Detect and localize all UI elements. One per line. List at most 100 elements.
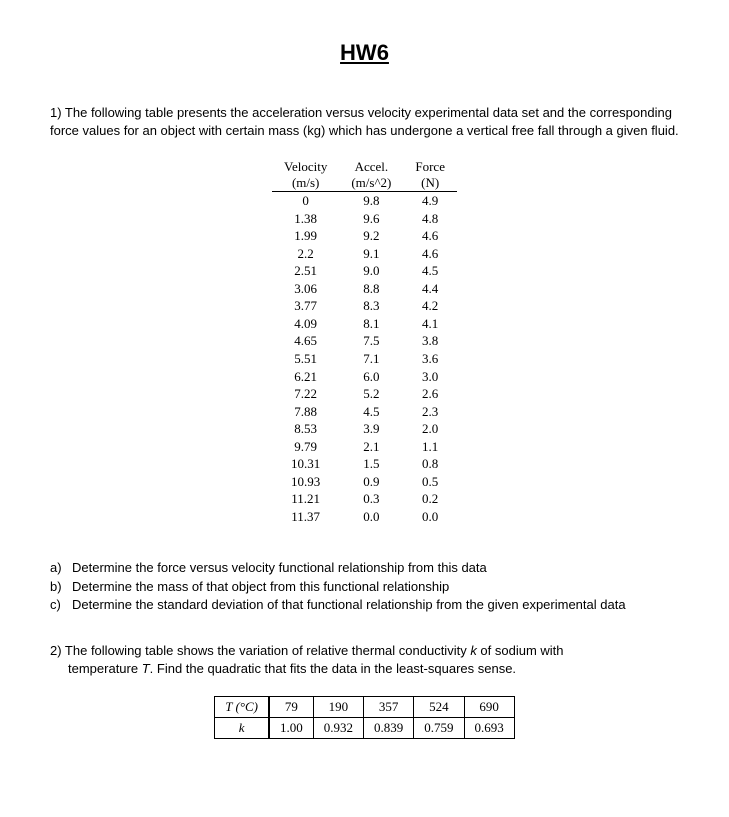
q1-sub-a-label: a) <box>50 559 72 577</box>
table-cell: 7.88 <box>272 403 339 421</box>
table-cell: 3.9 <box>339 420 403 438</box>
table-cell: 2.0 <box>403 420 457 438</box>
q2-line2-post: . Find the quadratic that fits the data … <box>150 661 516 676</box>
table-cell: 0 <box>272 192 339 210</box>
table-cell: 9.6 <box>339 210 403 228</box>
table-row: 6.216.03.0 <box>272 368 457 386</box>
q1-data-table: Velocity (m/s) Accel. (m/s^2) Force (N) … <box>272 159 457 525</box>
table-row: 5.517.13.6 <box>272 350 457 368</box>
table-cell: 4.8 <box>403 210 457 228</box>
table-cell: 10.93 <box>272 473 339 491</box>
table-cell: 9.2 <box>339 227 403 245</box>
table-row: 11.370.00.0 <box>272 508 457 526</box>
col-header-accel: Accel. (m/s^2) <box>339 159 403 192</box>
table-row: 11.210.30.2 <box>272 490 457 508</box>
table-cell: 9.79 <box>272 438 339 456</box>
q2-intro: 2) The following table shows the variati… <box>50 642 679 678</box>
table-cell: 6.0 <box>339 368 403 386</box>
q2-k-1: 0.932 <box>313 718 363 739</box>
q1-sub-b-label: b) <box>50 578 72 596</box>
q1-sub-a-text: Determine the force versus velocity func… <box>72 559 679 577</box>
table-row: 7.225.22.6 <box>272 385 457 403</box>
table-row: 4.657.53.8 <box>272 332 457 350</box>
table-cell: 2.1 <box>339 438 403 456</box>
col-header-velocity-unit: (m/s) <box>284 175 327 191</box>
table-row: 3.778.34.2 <box>272 297 457 315</box>
q1-sub-a: a) Determine the force versus velocity f… <box>50 559 679 577</box>
table-cell: 9.0 <box>339 262 403 280</box>
table-row: 10.311.50.8 <box>272 455 457 473</box>
q2-k-3: 0.759 <box>414 718 464 739</box>
q1-sub-c-text: Determine the standard deviation of that… <box>72 596 679 614</box>
table-cell: 0.8 <box>403 455 457 473</box>
q2-row-temp-label: T (°C) <box>215 697 269 718</box>
q2-temp-1: 190 <box>313 697 363 718</box>
table-cell: 4.4 <box>403 280 457 298</box>
table-cell: 8.1 <box>339 315 403 333</box>
table-row: 4.098.14.1 <box>272 315 457 333</box>
q2-row-temp: T (°C) 79 190 357 524 690 <box>215 697 515 718</box>
table-cell: 2.6 <box>403 385 457 403</box>
table-cell: 8.8 <box>339 280 403 298</box>
table-cell: 3.8 <box>403 332 457 350</box>
q2-temp-3: 524 <box>414 697 464 718</box>
q2-row-k: k 1.00 0.932 0.839 0.759 0.693 <box>215 718 515 739</box>
table-cell: 9.8 <box>339 192 403 210</box>
table-cell: 3.77 <box>272 297 339 315</box>
q2-data-table: T (°C) 79 190 357 524 690 k 1.00 0.932 0… <box>214 696 515 739</box>
table-cell: 5.2 <box>339 385 403 403</box>
table-row: 7.884.52.3 <box>272 403 457 421</box>
q2-var-t: T <box>142 661 150 676</box>
table-cell: 0.0 <box>339 508 403 526</box>
col-header-force-unit: (N) <box>415 175 445 191</box>
table-cell: 4.6 <box>403 245 457 263</box>
table-cell: 4.09 <box>272 315 339 333</box>
table-cell: 4.5 <box>403 262 457 280</box>
table-cell: 1.38 <box>272 210 339 228</box>
table-cell: 3.0 <box>403 368 457 386</box>
q2-line1-pre: 2) The following table shows the variati… <box>50 643 470 658</box>
table-cell: 2.2 <box>272 245 339 263</box>
table-cell: 6.21 <box>272 368 339 386</box>
table-row: 3.068.84.4 <box>272 280 457 298</box>
table-cell: 8.53 <box>272 420 339 438</box>
table-cell: 2.3 <box>403 403 457 421</box>
col-header-velocity-name: Velocity <box>284 159 327 175</box>
table-cell: 4.9 <box>403 192 457 210</box>
table-cell: 4.6 <box>403 227 457 245</box>
table-cell: 4.1 <box>403 315 457 333</box>
q1-intro: 1) The following table presents the acce… <box>50 104 679 139</box>
q2-temp-4: 690 <box>464 697 514 718</box>
page-title: HW6 <box>50 40 679 66</box>
col-header-accel-name: Accel. <box>351 159 391 175</box>
q2-k-2: 0.839 <box>364 718 414 739</box>
table-cell: 4.5 <box>339 403 403 421</box>
table-cell: 0.9 <box>339 473 403 491</box>
q1-subquestions: a) Determine the force versus velocity f… <box>50 559 679 614</box>
table-cell: 10.31 <box>272 455 339 473</box>
table-row: 1.389.64.8 <box>272 210 457 228</box>
table-cell: 1.5 <box>339 455 403 473</box>
table-cell: 0.0 <box>403 508 457 526</box>
table-cell: 0.2 <box>403 490 457 508</box>
table-cell: 7.5 <box>339 332 403 350</box>
col-header-force: Force (N) <box>403 159 457 192</box>
q1-sub-c-label: c) <box>50 596 72 614</box>
table-cell: 0.5 <box>403 473 457 491</box>
table-cell: 3.06 <box>272 280 339 298</box>
q2-line1-post: of sodium with <box>477 643 564 658</box>
table-cell: 7.1 <box>339 350 403 368</box>
table-cell: 7.22 <box>272 385 339 403</box>
table-row: 09.84.9 <box>272 192 457 210</box>
q1-sub-b-text: Determine the mass of that object from t… <box>72 578 679 596</box>
q1-sub-b: b) Determine the mass of that object fro… <box>50 578 679 596</box>
col-header-force-name: Force <box>415 159 445 175</box>
q2-temp-2: 357 <box>364 697 414 718</box>
table-cell: 5.51 <box>272 350 339 368</box>
q2-k-4: 0.693 <box>464 718 514 739</box>
q2-line2-pre: temperature <box>68 661 142 676</box>
col-header-accel-unit: (m/s^2) <box>351 175 391 191</box>
table-row: 9.792.11.1 <box>272 438 457 456</box>
q1-sub-c: c) Determine the standard deviation of t… <box>50 596 679 614</box>
table-row: 2.29.14.6 <box>272 245 457 263</box>
